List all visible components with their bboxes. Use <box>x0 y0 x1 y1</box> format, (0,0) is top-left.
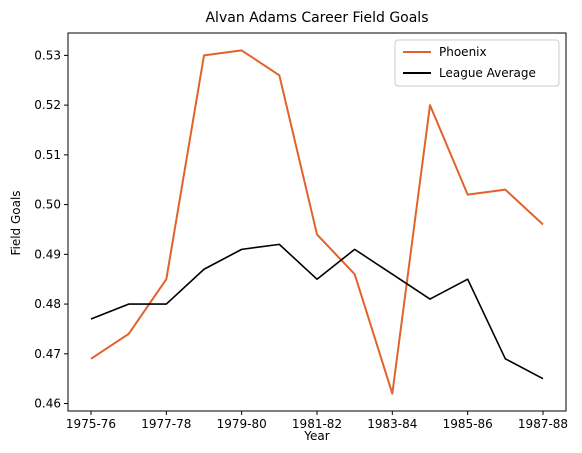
x-tick-label: 1977-78 <box>141 417 191 431</box>
legend: Phoenix League Average <box>394 39 560 87</box>
x-axis-label: Year <box>303 429 329 443</box>
x-tick-label: 1985-86 <box>443 417 493 431</box>
x-tick-label: 1981-82 <box>292 417 342 431</box>
legend-label: League Average <box>439 66 536 80</box>
y-tick-label: 0.46 <box>34 397 61 411</box>
y-tick-label: 0.51 <box>34 148 61 162</box>
series-line-league-average <box>90 243 544 380</box>
x-tick-label: 1979-80 <box>217 417 267 431</box>
series-line-phoenix <box>90 49 544 395</box>
y-tick-label: 0.48 <box>34 297 61 311</box>
legend-box <box>394 39 560 87</box>
chart-title: Alvan Adams Career Field Goals <box>205 10 428 26</box>
y-tick-label: 0.53 <box>34 48 61 62</box>
x-tick-label: 1975-76 <box>66 417 116 431</box>
plot-frame <box>67 32 567 412</box>
y-tick-label: 0.50 <box>34 198 61 212</box>
legend-label: Phoenix <box>439 45 487 59</box>
x-tick-label: 1987-88 <box>518 417 568 431</box>
y-tick-label: 0.47 <box>34 347 61 361</box>
plot-area: 0.46 0.47 0.48 0.49 0.50 0.51 0.52 0.53 1975-76 1… <box>34 32 568 431</box>
y-tick-label: 0.52 <box>34 98 61 112</box>
y-axis-label: Field Goals <box>9 190 23 255</box>
y-tick-label: 0.49 <box>34 247 61 261</box>
x-tick-label: 1983-84 <box>367 417 417 431</box>
